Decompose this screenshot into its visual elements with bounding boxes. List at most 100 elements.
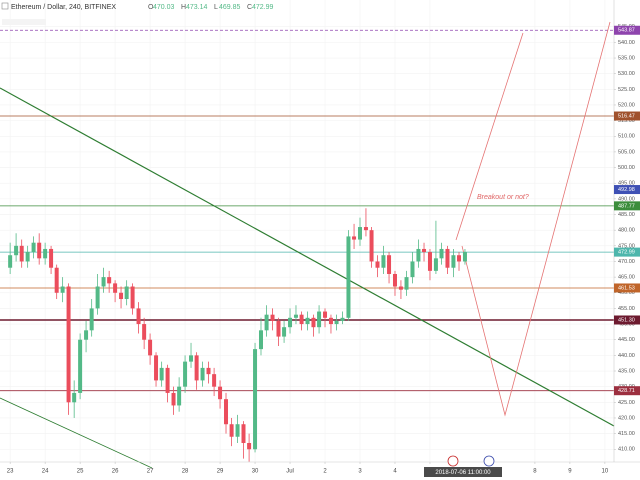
y-tick-label: 480.00 bbox=[618, 228, 635, 234]
candle-body bbox=[43, 248, 48, 259]
y-tick-label: 460.00 bbox=[618, 290, 635, 296]
y-tick-label: 465.00 bbox=[618, 275, 635, 281]
x-tick-label: 8 bbox=[533, 469, 537, 475]
y-tick-label: 470.00 bbox=[618, 259, 635, 265]
y-tick-label: 490.00 bbox=[618, 196, 635, 202]
candle-body bbox=[253, 349, 258, 450]
candle-body bbox=[358, 227, 363, 240]
candle-body bbox=[113, 283, 118, 293]
candle-body bbox=[14, 245, 19, 256]
candle-body bbox=[439, 248, 444, 259]
x-tick-label: 27 bbox=[147, 469, 154, 475]
candle-body bbox=[136, 308, 141, 325]
x-tick-label: 29 bbox=[217, 469, 224, 475]
candle-body bbox=[66, 286, 71, 403]
y-tick-label: 535.00 bbox=[618, 55, 635, 61]
y-tick-label: 525.00 bbox=[618, 87, 635, 93]
y-tick-label: 500.00 bbox=[618, 165, 635, 171]
candle-body bbox=[142, 324, 147, 340]
candle-body bbox=[404, 277, 409, 290]
y-tick-label: 435.00 bbox=[618, 368, 635, 374]
y-tick-label: 530.00 bbox=[618, 71, 635, 77]
candle-body bbox=[119, 292, 124, 300]
x-tick-label: 25 bbox=[77, 469, 84, 475]
candle-body bbox=[258, 330, 263, 350]
candle-body bbox=[206, 367, 211, 375]
candle-body bbox=[8, 255, 13, 268]
candle-body bbox=[84, 330, 89, 340]
candle-body bbox=[183, 361, 188, 387]
candle-body bbox=[212, 374, 217, 387]
candle-body bbox=[247, 443, 252, 450]
candle-body bbox=[369, 230, 374, 262]
price-level-tag bbox=[614, 185, 640, 195]
candles bbox=[8, 208, 467, 462]
ohlc-value: 473.14 bbox=[186, 4, 208, 11]
candle-body bbox=[101, 277, 106, 287]
candle-body bbox=[224, 399, 229, 425]
y-tick-label: 445.00 bbox=[618, 337, 635, 343]
ohlc-letter: L bbox=[214, 4, 218, 11]
projection-line bbox=[461, 21, 611, 417]
candle-body bbox=[177, 386, 182, 406]
indicator-row[interactable] bbox=[2, 19, 46, 25]
candle-body bbox=[235, 424, 240, 437]
candle-body bbox=[288, 317, 293, 328]
candle-body bbox=[305, 317, 310, 325]
candle-body bbox=[282, 327, 287, 337]
price-level-label: 516.47 bbox=[618, 113, 635, 119]
ohlc-value: 472.99 bbox=[252, 4, 274, 11]
candle-body bbox=[334, 320, 339, 325]
candle-body bbox=[445, 248, 450, 268]
collapse-icon[interactable] bbox=[1, 2, 9, 10]
candle-body bbox=[19, 245, 24, 262]
candle-body bbox=[264, 314, 269, 331]
candle-body bbox=[89, 308, 94, 331]
price-level-tag bbox=[614, 201, 640, 211]
candle-body bbox=[346, 236, 351, 318]
candle-body bbox=[451, 255, 456, 268]
x-tick-label: 28 bbox=[182, 469, 189, 475]
candle-body bbox=[328, 317, 333, 325]
price-level-tag bbox=[614, 25, 640, 35]
y-tick-label: 495.00 bbox=[618, 181, 635, 187]
y-tick-label: 425.00 bbox=[618, 400, 635, 406]
event-icon[interactable] bbox=[483, 455, 495, 467]
candle-body bbox=[72, 392, 77, 403]
candle-body bbox=[78, 339, 83, 393]
x-tick-label: 23 bbox=[7, 469, 14, 475]
candle-body bbox=[200, 367, 205, 381]
candle-body bbox=[422, 248, 427, 253]
candle-body bbox=[427, 252, 432, 271]
candle-body bbox=[25, 252, 30, 262]
y-tick-label: 420.00 bbox=[618, 415, 635, 421]
y-tick-label: 485.00 bbox=[618, 212, 635, 218]
x-tick-label: 4 bbox=[393, 469, 397, 475]
y-tick-label: 520.00 bbox=[618, 102, 635, 108]
candle-body bbox=[189, 355, 194, 362]
x-tick-label: 30 bbox=[252, 469, 259, 475]
candle-body bbox=[363, 227, 368, 231]
candle-body bbox=[54, 267, 59, 293]
candle-body bbox=[293, 314, 298, 318]
y-tick-label: 455.00 bbox=[618, 306, 635, 312]
event-icon[interactable] bbox=[447, 455, 459, 467]
annotation: Breakout or not? bbox=[477, 194, 529, 201]
candle-body bbox=[410, 261, 415, 278]
price-level-label: 487.77 bbox=[618, 203, 635, 209]
projection-line bbox=[455, 32, 524, 241]
candle-body bbox=[317, 311, 322, 328]
candle-body bbox=[352, 236, 357, 240]
candle-body bbox=[37, 242, 42, 259]
candle-body bbox=[229, 424, 234, 437]
candle-body bbox=[392, 273, 397, 287]
candle-body bbox=[398, 286, 403, 290]
candle-body bbox=[311, 317, 316, 328]
y-tick-label: 410.00 bbox=[618, 447, 635, 453]
candle-body bbox=[95, 286, 100, 309]
candle-body bbox=[270, 314, 275, 321]
price-axis: 410.00415.00420.00425.00430.00435.00440.… bbox=[614, 24, 640, 453]
ohlc-letter: C bbox=[247, 4, 252, 11]
candle-body bbox=[433, 258, 438, 271]
